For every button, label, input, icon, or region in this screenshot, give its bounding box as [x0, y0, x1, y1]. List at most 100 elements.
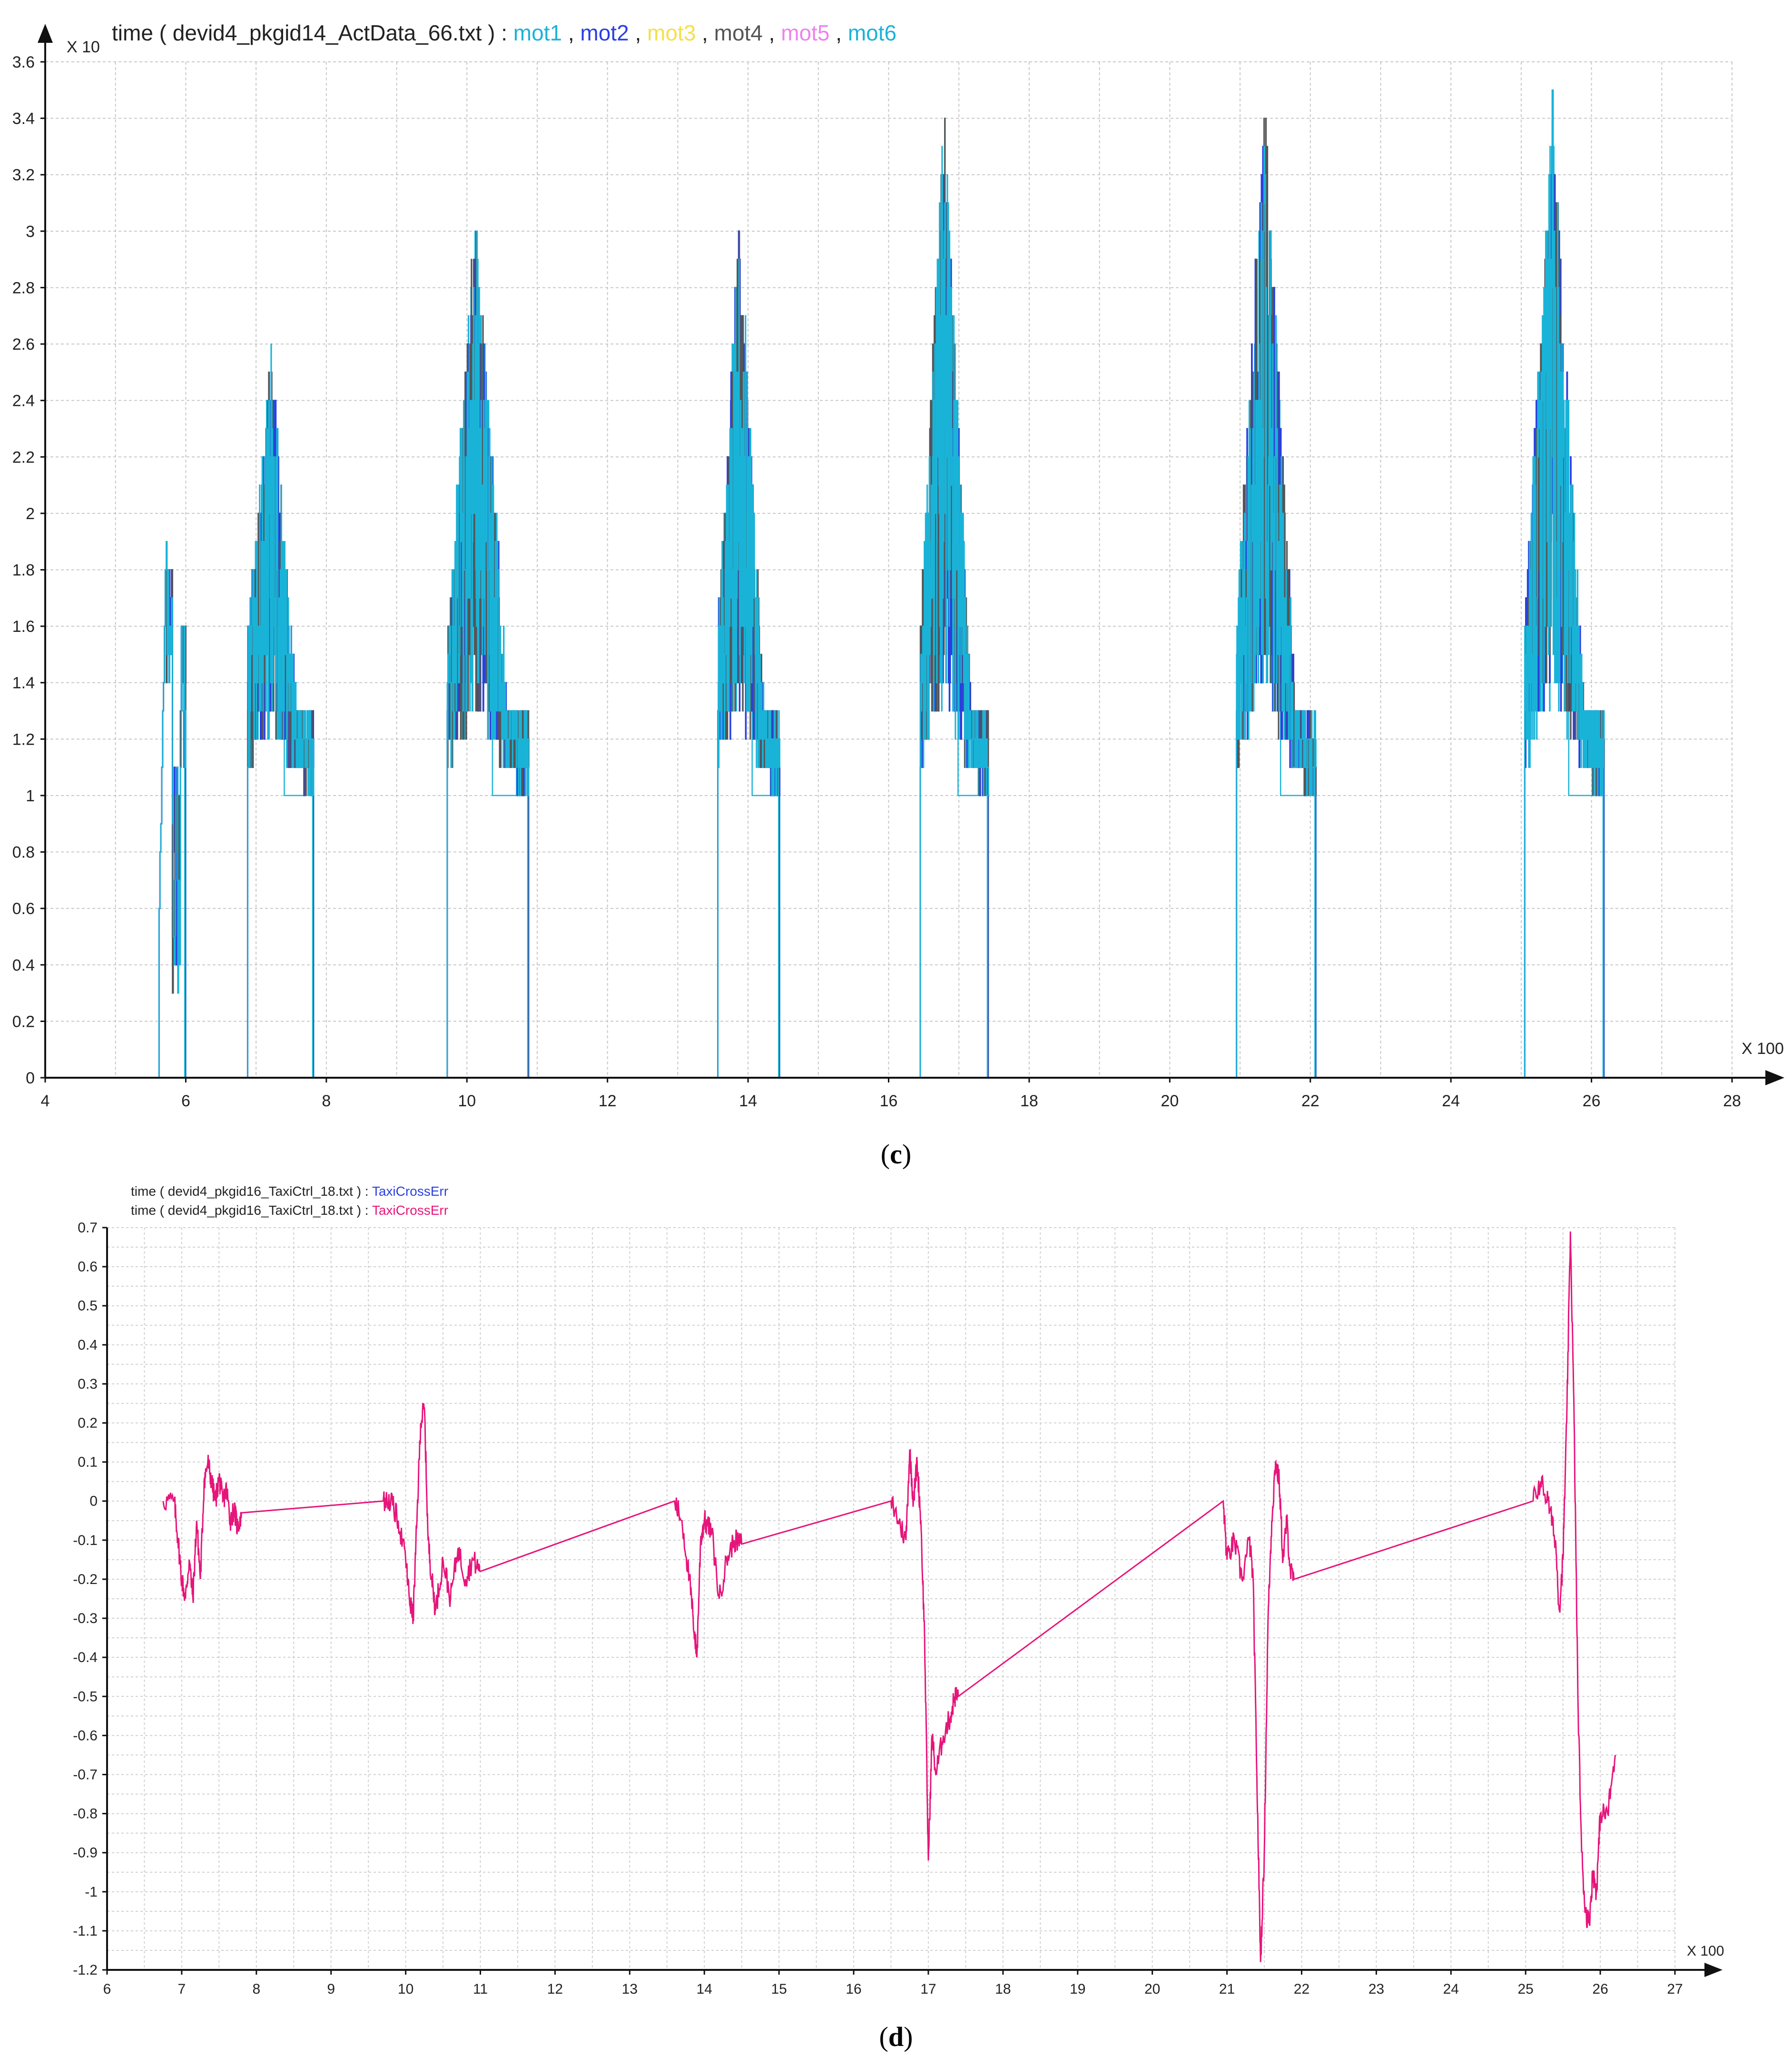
y-tick-label: 2 — [26, 505, 35, 523]
x-tick-label: 22 — [1301, 1092, 1319, 1110]
x-tick-label: 10 — [458, 1092, 476, 1110]
legend-separator: , — [830, 20, 848, 45]
y-tick-label: -0.3 — [73, 1611, 98, 1626]
legend-separator: , — [763, 20, 781, 45]
y-tick-label: -0.2 — [73, 1572, 98, 1587]
chart-c-panel-letter: c — [890, 1139, 902, 1170]
legend-entry-mot1: mot1 — [513, 20, 562, 45]
y-tick-label: -0.8 — [73, 1806, 98, 1822]
x-axis-arrow — [1765, 1070, 1784, 1085]
chart-d-panel-label: (d) — [879, 2021, 913, 2052]
x-tick-label: 10 — [398, 1981, 414, 1997]
x-tick-label: 4 — [41, 1092, 50, 1110]
chart-c: 4 6 8 10 12 14 16 18 20 22 24 26 28 0 0.2 0.4 0.6 0.8 1 1.2… — [12, 20, 1784, 1170]
x-tick-label: 23 — [1369, 1981, 1384, 1997]
y-tick-label: -0.7 — [73, 1767, 98, 1782]
legend-separator: , — [696, 20, 714, 45]
chart-c-panel-label: (c) — [881, 1139, 911, 1170]
x-tick-label: 8 — [252, 1981, 260, 1997]
y-tick-label: -0.1 — [73, 1533, 98, 1548]
legend-prefix: time ( devid4_pkgid16_TaxiCtrl_18.txt ) … — [131, 1203, 372, 1218]
y-tick-label: 0.1 — [78, 1455, 98, 1470]
y-tick-label: 3.4 — [12, 110, 35, 128]
legend-entry-mot6: mot6 — [848, 20, 896, 45]
x-tick-label: 11 — [473, 1981, 488, 1997]
y-axis-arrow — [38, 24, 53, 43]
x-tick-label: 27 — [1667, 1981, 1683, 1997]
y-tick-label: 0.3 — [78, 1376, 98, 1392]
y-tick-label: 0.2 — [78, 1416, 98, 1431]
y-tick-label: 0.8 — [12, 844, 35, 862]
y-tick-label: -0.9 — [73, 1845, 98, 1861]
y-tick-label: 0.5 — [78, 1298, 98, 1314]
legend-entry-mot4: mot4 — [714, 20, 763, 45]
legend-separator: , — [629, 20, 647, 45]
chart-c-ticks: 4 6 8 10 12 14 16 18 20 22 24 26 28 0 0.2 0.4 0.6 0.8 1 1.2… — [12, 53, 1741, 1110]
x-tick-label: 9 — [327, 1981, 335, 1997]
legend-separator: , — [562, 20, 580, 45]
chart-c-grid — [45, 61, 1733, 1078]
x-axis-arrow — [1704, 1963, 1723, 1977]
y-tick-label: 2.2 — [12, 448, 35, 466]
y-tick-label: 1.6 — [12, 618, 35, 636]
y-tick-label: 1 — [26, 787, 35, 805]
x-tick-label: 19 — [1070, 1981, 1085, 1997]
y-tick-label: 3 — [26, 223, 35, 241]
y-tick-label: 1.4 — [12, 674, 35, 692]
legend-entry-taxicrosserr: TaxiCrossErr — [372, 1184, 448, 1199]
legend-entry-mot5: mot5 — [781, 20, 829, 45]
x-tick-label: 26 — [1583, 1092, 1601, 1110]
chart-d-panel-letter: d — [888, 2021, 904, 2052]
x-tick-label: 24 — [1443, 1981, 1459, 1997]
x-tick-label: 7 — [178, 1981, 186, 1997]
series-taxicrosserr — [162, 1231, 1616, 1962]
x-tick-label: 24 — [1442, 1092, 1460, 1110]
y-tick-label: -1.1 — [73, 1923, 98, 1939]
y-tick-label: 2.4 — [12, 392, 35, 410]
x-tick-label: 25 — [1518, 1981, 1534, 1997]
y-tick-label: 0.4 — [12, 956, 35, 974]
x-tick-label: 18 — [995, 1981, 1011, 1997]
y-tick-label: 3.2 — [12, 166, 35, 184]
y-tick-label: 0 — [26, 1069, 35, 1087]
y-tick-label: 0 — [89, 1494, 98, 1509]
chart-d-legend-line-1: time ( devid4_pkgid16_TaxiCtrl_18.txt ) … — [131, 1184, 448, 1199]
chart-d-axes — [106, 1228, 1723, 1977]
chart-d-grid — [107, 1227, 1675, 1970]
x-tick-label: 18 — [1020, 1092, 1038, 1110]
y-tick-label: 1.2 — [12, 730, 35, 748]
y-tick-label: 2.8 — [12, 279, 35, 297]
y-tick-label: -0.6 — [73, 1728, 98, 1743]
x-tick-label: 20 — [1144, 1981, 1160, 1997]
x-tick-label: 15 — [771, 1981, 787, 1997]
y-tick-label: 3.6 — [12, 53, 35, 71]
x-tick-label: 8 — [322, 1092, 331, 1110]
chart-d: 6 7 8 9 10 11 12 13 14 15 16 17 18 19 20 21 22 23 24 25 26 27… — [73, 1184, 1724, 2052]
x-tick-label: 16 — [846, 1981, 861, 1997]
y-tick-label: -0.5 — [73, 1689, 98, 1704]
x-tick-label: 12 — [599, 1092, 617, 1110]
chart-c-y-multiplier: X 10 — [67, 38, 100, 56]
chart-c-title: time ( devid4_pkgid14_ActData_66.txt ) :… — [112, 20, 896, 45]
x-tick-label: 20 — [1161, 1092, 1179, 1110]
y-tick-label: 0.7 — [78, 1220, 98, 1236]
x-tick-label: 28 — [1723, 1092, 1741, 1110]
chart-c-axes — [38, 24, 1784, 1085]
x-tick-label: 22 — [1294, 1981, 1310, 1997]
chart-d-series — [162, 1231, 1616, 1962]
y-tick-label: 0.6 — [78, 1259, 98, 1275]
chart-c-title-prefix: time ( devid4_pkgid14_ActData_66.txt ) : — [112, 20, 513, 45]
x-tick-label: 14 — [697, 1981, 712, 1997]
y-tick-label: 2.6 — [12, 335, 35, 354]
x-tick-label: 26 — [1592, 1981, 1608, 1997]
y-tick-label: 0.2 — [12, 1013, 35, 1031]
x-tick-label: 21 — [1219, 1981, 1235, 1997]
y-tick-label: 0.4 — [78, 1337, 98, 1353]
y-tick-label: 0.6 — [12, 900, 35, 918]
legend-entry-taxicrosserr: TaxiCrossErr — [372, 1203, 448, 1218]
x-tick-label: 13 — [622, 1981, 638, 1997]
chart-d-legend-line-2: time ( devid4_pkgid16_TaxiCtrl_18.txt ) … — [131, 1203, 448, 1218]
legend-entry-mot2: mot2 — [580, 20, 629, 45]
legend-prefix: time ( devid4_pkgid16_TaxiCtrl_18.txt ) … — [131, 1184, 372, 1199]
